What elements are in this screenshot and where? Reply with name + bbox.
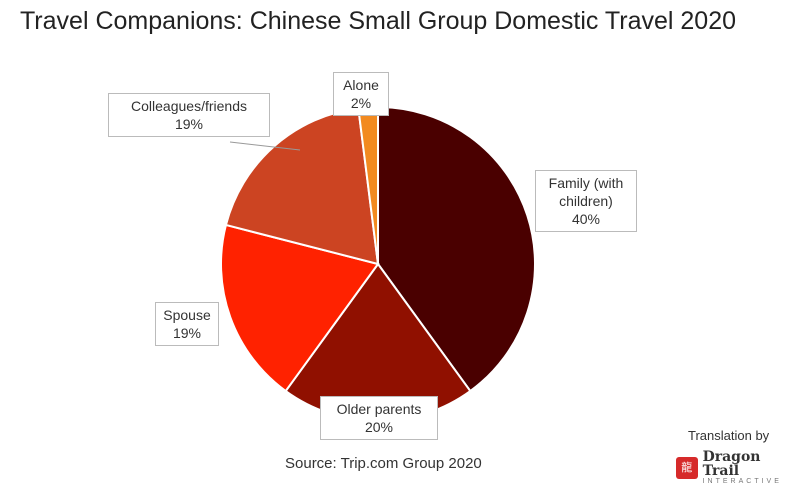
label-family: Family (with children) 40% [535, 170, 637, 232]
pie-slice-family [377, 105, 536, 393]
dragon-trail-logo: 龍 Dragon Trail INTERACTIVE [676, 450, 800, 485]
pie-slice-spouse [220, 223, 380, 393]
label-alone: Alone 2% [333, 72, 389, 116]
leader-line [229, 141, 301, 151]
translation-credit: Translation by [688, 428, 770, 443]
logo-name: Dragon Trail [702, 449, 761, 479]
source-note: Source: Trip.com Group 2020 [285, 455, 482, 472]
label-older-parents: Older parents 20% [320, 396, 438, 440]
logo-mark-icon: 龍 [676, 456, 698, 479]
label-spouse: Spouse 19% [155, 302, 219, 346]
logo-sub: INTERACTIVE [702, 478, 782, 485]
label-colleagues: Colleagues/friends 19% [108, 93, 270, 137]
chart-title: Travel Companions: Chinese Small Group D… [19, 7, 737, 35]
